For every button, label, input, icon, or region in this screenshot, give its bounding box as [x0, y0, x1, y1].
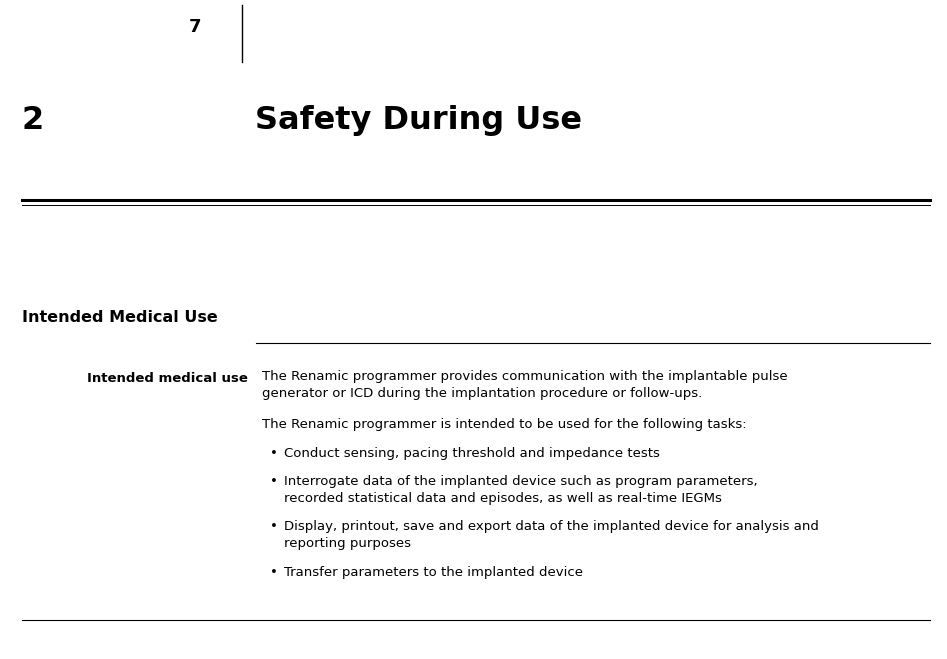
Text: The Renamic programmer is intended to be used for the following tasks:: The Renamic programmer is intended to be…: [262, 418, 746, 431]
Text: Intended Medical Use: Intended Medical Use: [22, 310, 218, 325]
Text: Intended medical use: Intended medical use: [87, 372, 248, 385]
Text: •: •: [270, 447, 277, 460]
Text: •: •: [270, 475, 277, 488]
Text: generator or ICD during the implantation procedure or follow-ups.: generator or ICD during the implantation…: [262, 387, 703, 400]
Text: •: •: [270, 520, 277, 533]
Text: 7: 7: [188, 18, 202, 36]
Text: Display, printout, save and export data of the implanted device for analysis and: Display, printout, save and export data …: [284, 520, 819, 533]
Text: Interrogate data of the implanted device such as program parameters,: Interrogate data of the implanted device…: [284, 475, 758, 488]
Text: 2: 2: [22, 105, 45, 136]
Text: •: •: [270, 566, 277, 579]
Text: Safety During Use: Safety During Use: [255, 105, 582, 136]
Text: The Renamic programmer provides communication with the implantable pulse: The Renamic programmer provides communic…: [262, 370, 788, 383]
Text: recorded statistical data and episodes, as well as real-time IEGMs: recorded statistical data and episodes, …: [284, 492, 722, 505]
Text: Transfer parameters to the implanted device: Transfer parameters to the implanted dev…: [284, 566, 583, 579]
Text: reporting purposes: reporting purposes: [284, 537, 411, 550]
Text: Conduct sensing, pacing threshold and impedance tests: Conduct sensing, pacing threshold and im…: [284, 447, 660, 460]
